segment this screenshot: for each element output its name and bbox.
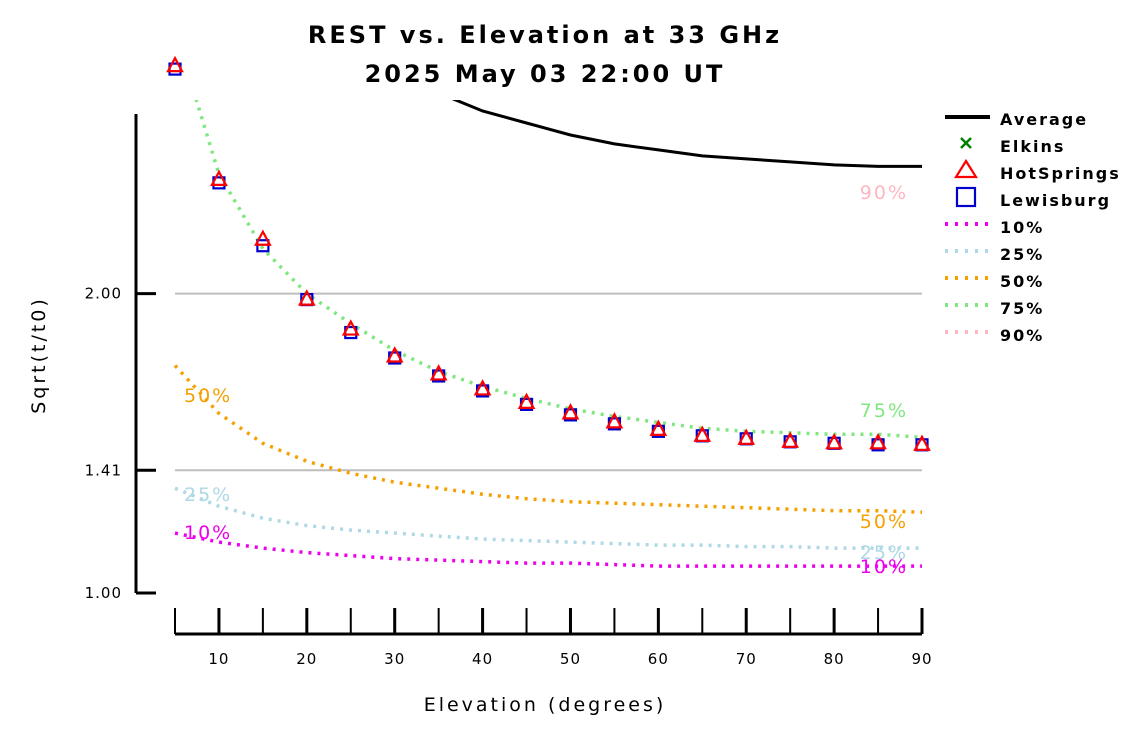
- x-tick-label: 40: [472, 650, 493, 668]
- point-hotsprings: [737, 428, 756, 445]
- curve-annotation: 25%: [860, 542, 908, 564]
- y-tick-label: 1.41: [85, 461, 122, 479]
- series-line-50pct: [173, 364, 923, 514]
- curve-annotation: 90%: [860, 182, 908, 204]
- legend-label: Average: [1000, 110, 1088, 129]
- legend-swatch: [960, 137, 972, 149]
- point-hotsprings: [473, 379, 492, 396]
- point-hotsprings: [166, 55, 184, 73]
- point-hotsprings: [254, 229, 272, 246]
- point-hotsprings: [341, 319, 360, 336]
- point-hotsprings: [605, 412, 624, 429]
- legend-item-25pct: 25%: [945, 245, 1044, 264]
- legend-label: 50%: [1000, 272, 1044, 291]
- curve-annotation: 25%: [184, 484, 232, 506]
- point-hotsprings: [781, 431, 800, 448]
- x-tick-label: 50: [560, 650, 581, 668]
- legend-label: Elkins: [1000, 137, 1065, 156]
- legend-swatch: [955, 186, 977, 208]
- x-tick-label: 10: [208, 650, 229, 668]
- legend-item-lewisburg: Lewisburg: [955, 186, 1111, 210]
- point-hotsprings: [913, 434, 931, 451]
- x-ticks: 10 20 30 40 50 60 70 80 90: [174, 608, 932, 668]
- x-axis-label: Elevation (degrees): [424, 694, 667, 716]
- point-hotsprings: [210, 169, 228, 186]
- point-hotsprings: [429, 364, 448, 381]
- curve-annotation: 75%: [860, 400, 908, 422]
- point-hotsprings: [825, 432, 843, 450]
- x-tick-label: 80: [824, 650, 845, 668]
- series-line-average: [451, 100, 922, 168]
- chart-title: REST vs. Elevation at 33 GHz: [308, 21, 782, 49]
- x-tick-label: 20: [296, 650, 317, 668]
- x-tick-label: 30: [384, 650, 405, 668]
- series-line-25pct: [174, 486, 922, 550]
- series-curves: [173, 100, 923, 568]
- curve-annotation: 50%: [860, 511, 908, 533]
- legend-item-elkins: Elkins: [960, 137, 1065, 156]
- y-ticks: 1.00 1.41 2.00: [85, 285, 156, 602]
- point-hotsprings: [517, 392, 536, 409]
- legend-label: HotSprings: [1000, 164, 1121, 183]
- legend-item-75pct: 75%: [945, 299, 1044, 318]
- series-line-10pct: [174, 531, 922, 568]
- curve-annotation: 50%: [184, 385, 232, 407]
- legend-item-average: Average: [945, 110, 1088, 129]
- legend-label: Lewisburg: [1000, 191, 1111, 210]
- legend-swatch: [954, 158, 978, 179]
- y-tick-label: 1.00: [85, 584, 122, 602]
- x-tick-label: 60: [648, 650, 669, 668]
- legend-item-50pct: 50%: [945, 272, 1044, 291]
- point-hotsprings: [561, 403, 580, 420]
- point-hotsprings: [297, 289, 316, 306]
- point-hotsprings: [693, 425, 712, 442]
- x-tick-label: 90: [911, 650, 932, 668]
- legend-item-hotsprings: HotSprings: [954, 158, 1121, 183]
- x-tick-label: 70: [736, 650, 757, 668]
- reference-lines: [175, 292, 922, 472]
- point-hotsprings: [385, 346, 404, 363]
- legend-item-10pct: 10%: [945, 218, 1044, 237]
- series-markers: [166, 55, 931, 452]
- y-axis-label: Sqrt(t/t0): [28, 296, 50, 414]
- axes: 1.00 1.41 2.00 10 20 30 40 50 60 70 80 90: [85, 114, 932, 668]
- legend-label: 75%: [1000, 299, 1044, 318]
- point-hotsprings: [869, 432, 887, 450]
- y-tick-label: 2.00: [85, 285, 122, 303]
- curve-annotation: 10%: [184, 522, 232, 544]
- series-line-75pct: [194, 100, 923, 440]
- legend-label: 90%: [1000, 326, 1044, 345]
- legend-label: 10%: [1000, 218, 1044, 237]
- curve-annotation: 10%: [860, 556, 908, 578]
- legend-label: 25%: [1000, 245, 1044, 264]
- legend: Average Elkins HotSprings Lewisburg 10% 25% 50…: [945, 110, 1121, 345]
- chart-subtitle: 2025 May 03 22:00 UT: [365, 60, 726, 88]
- point-hotsprings: [649, 419, 668, 436]
- annotations: 50%25%10%90%75%50%25%10%: [184, 182, 908, 578]
- legend-item-90pct: 90%: [945, 326, 1044, 345]
